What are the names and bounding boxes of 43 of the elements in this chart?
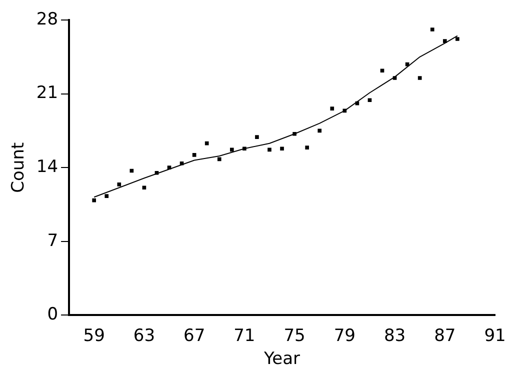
point <box>305 146 309 150</box>
point <box>230 148 234 152</box>
x-tick-label: 87 <box>434 326 456 346</box>
point <box>268 148 272 152</box>
point <box>192 153 196 157</box>
point <box>392 76 397 80</box>
point <box>255 135 259 139</box>
point <box>456 37 460 41</box>
x-tick-label: 59 <box>83 326 105 346</box>
point <box>418 76 422 80</box>
point <box>318 128 322 133</box>
y-tick-label: 0 <box>47 304 58 325</box>
point <box>380 68 384 73</box>
x-tick-label: 71 <box>234 326 256 346</box>
point <box>442 39 447 43</box>
point <box>167 166 172 170</box>
point <box>142 186 146 190</box>
x-tick-label: 67 <box>183 326 206 346</box>
y-axis-title: Count <box>8 142 29 193</box>
y-tick-label: 28 <box>36 9 58 30</box>
y-tick-label: 14 <box>36 157 58 178</box>
point <box>330 106 334 110</box>
point <box>292 132 296 136</box>
x-tick-label: 63 <box>133 326 156 346</box>
x-tick-label: 79 <box>334 326 356 346</box>
x-axis-title: Year <box>263 349 300 370</box>
x-tick-label: 91 <box>484 326 506 346</box>
x-tick-label: 75 <box>284 326 306 346</box>
point <box>154 170 159 175</box>
point <box>117 182 122 186</box>
point <box>92 198 96 202</box>
point <box>217 157 222 162</box>
y-tick-label: 21 <box>36 83 58 104</box>
point <box>104 194 109 198</box>
point <box>242 146 246 151</box>
point <box>342 108 347 113</box>
y-tick-label: 7 <box>47 230 58 251</box>
point <box>180 161 184 166</box>
point <box>280 146 284 151</box>
point <box>368 98 372 102</box>
point <box>204 141 209 146</box>
x-tick-label: 83 <box>384 326 406 346</box>
point <box>430 28 434 32</box>
